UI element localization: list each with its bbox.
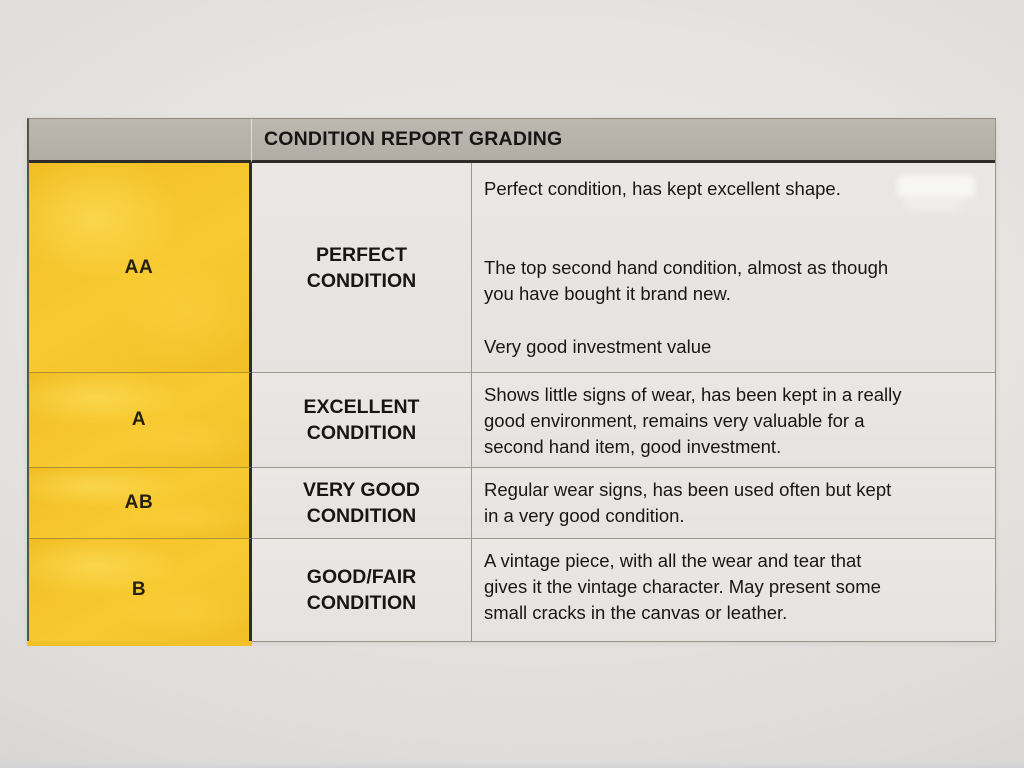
condition-cell-a: EXCELLENT CONDITION [252, 373, 472, 468]
table-title: CONDITION REPORT GRADING [264, 128, 563, 150]
table-header-spacer [29, 119, 252, 163]
description-paragraph: Regular wear signs, has been used often … [484, 479, 892, 526]
description-cell-aa: Perfect condition, has kept excellent sh… [472, 163, 995, 373]
grade-label: A [131, 409, 147, 430]
grade-cell-aa: AA [29, 163, 252, 373]
condition-label: EXCELLENT CONDITION [303, 396, 420, 444]
description-paragraph: Very good investment value [484, 336, 712, 357]
correction-fluid-smudge [905, 197, 963, 211]
condition-cell-b: GOOD/FAIR CONDITION [252, 539, 472, 641]
grade-label: AB [124, 492, 154, 513]
condition-cell-ab: VERY GOOD CONDITION [252, 468, 472, 539]
condition-label: PERFECT CONDITION [306, 243, 417, 292]
grade-label: AA [124, 256, 154, 278]
condition-label: GOOD/FAIR CONDITION [306, 566, 417, 614]
grade-cell-ab: AB [29, 468, 252, 539]
grade-cell-a: A [29, 373, 252, 468]
grade-label: B [131, 579, 147, 600]
grade-cell-b: B [27, 539, 252, 646]
description-paragraph: A vintage piece, with all the wear and t… [484, 550, 881, 623]
photo-bottom-edge [0, 762, 1024, 768]
condition-cell-aa: PERFECT CONDITION [252, 163, 472, 373]
table-header: CONDITION REPORT GRADING [252, 119, 995, 163]
description-cell-ab: Regular wear signs, has been used often … [472, 468, 995, 539]
condition-label: VERY GOOD CONDITION [302, 479, 421, 527]
description-paragraph: The top second hand condition, almost as… [484, 257, 889, 304]
description-paragraph: Perfect condition, has kept excellent sh… [484, 178, 841, 199]
description-cell-b: A vintage piece, with all the wear and t… [472, 539, 995, 641]
correction-fluid-smudge [897, 175, 975, 198]
condition-grading-table: CONDITION REPORT GRADING AA PERFECT COND… [27, 118, 996, 646]
description-cell-a: Shows little signs of wear, has been kep… [472, 373, 995, 468]
description-paragraph: Shows little signs of wear, has been kep… [484, 384, 902, 457]
